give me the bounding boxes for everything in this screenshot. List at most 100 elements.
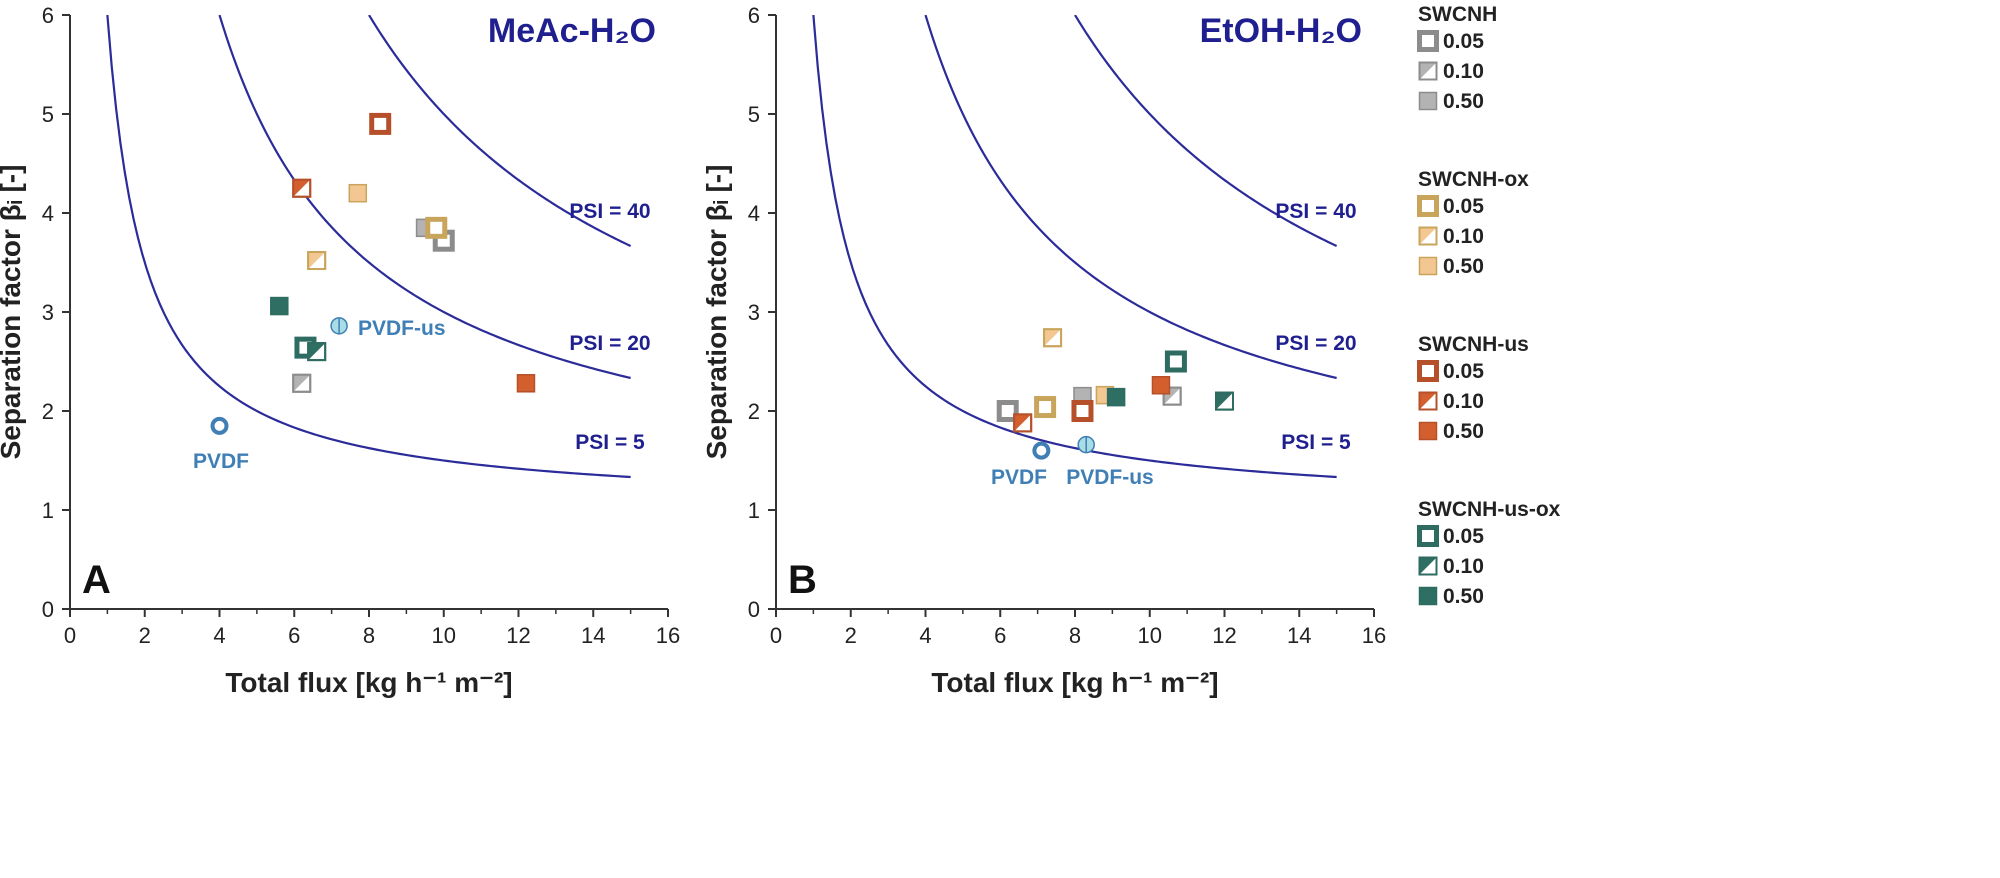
x-axis-label: Total flux [kg h⁻¹ m⁻²]: [931, 667, 1218, 698]
legend-item-label: 0.05: [1443, 360, 1484, 383]
data-point-edge: [292, 178, 312, 198]
series-SWCNH-us: [292, 112, 536, 393]
panel-label: A: [82, 558, 111, 602]
x-tick-label: 4: [919, 623, 931, 648]
data-point-frame: [996, 400, 1019, 422]
legend-swatch: [1417, 195, 1439, 217]
x-tick-label: 16: [656, 623, 680, 648]
y-tick-label: 0: [42, 597, 54, 622]
data-point: [307, 342, 327, 362]
legend-swatch-half: [1419, 62, 1437, 80]
legend-swatch-edge: [1418, 556, 1438, 576]
psi-curve-5: [106, 15, 631, 479]
legend-item-label: 0.50: [1443, 255, 1484, 278]
x-tick-label: 16: [1362, 623, 1386, 648]
x-tick-label: 14: [1287, 623, 1311, 648]
legend-item-label: 0.05: [1443, 30, 1484, 53]
psi-label-20: PSI = 20: [569, 332, 650, 355]
series-SWCNH-ox: [1034, 328, 1115, 419]
data-point-fill: [1151, 376, 1171, 395]
data-point-fill: [516, 374, 536, 393]
legend-item-label: 0.10: [1443, 225, 1484, 248]
psi-label-40: PSI = 40: [1275, 200, 1356, 223]
x-tick-label: 10: [1138, 623, 1162, 648]
psi-curves: [812, 15, 1338, 479]
legend-swatch-frame: [1417, 525, 1439, 547]
chart-title: MeAc-H₂O: [488, 12, 656, 50]
data-point-half: [1014, 414, 1032, 432]
y-tick-label: 5: [42, 102, 54, 127]
pvdf-us-marker: [330, 317, 348, 335]
data-point: [292, 373, 312, 393]
legend-swatch: [1418, 391, 1438, 411]
data-point-frame: [425, 216, 448, 239]
data-point-half: [308, 252, 326, 270]
legend-swatch-fill: [1418, 256, 1438, 276]
legend-swatch: [1418, 226, 1438, 246]
legend-item-label: 0.10: [1443, 555, 1484, 578]
data-point-edge: [1215, 391, 1234, 411]
pvdf-label: PVDF: [991, 466, 1047, 489]
data-point-frame: [1164, 350, 1187, 373]
data-point: [292, 178, 312, 198]
data-point-half: [293, 179, 311, 197]
x-tick-label: 0: [64, 623, 76, 648]
y-tick-label: 5: [748, 102, 760, 127]
legend-swatch-frame: [1417, 30, 1439, 52]
data-point: [270, 296, 289, 316]
x-tick-label: 12: [1212, 623, 1236, 648]
y-tick-label: 4: [748, 201, 760, 226]
y-tick-label: 0: [748, 597, 760, 622]
y-tick-label: 3: [748, 300, 760, 325]
legend-swatch: [1417, 525, 1439, 547]
legend-item-label: 0.50: [1443, 585, 1484, 608]
data-point-edge: [1162, 386, 1182, 406]
x-tick-label: 8: [1069, 623, 1081, 648]
series-SWCNH-ox: [307, 183, 448, 271]
legend-group-title: SWCNH-us: [1418, 333, 1529, 356]
legend-swatch: [1418, 61, 1438, 81]
y-tick-label: 6: [42, 3, 54, 28]
legend-item-label: 0.05: [1443, 525, 1484, 548]
panel-label: B: [788, 558, 817, 602]
x-tick-label: 14: [581, 623, 605, 648]
pvdf-us-label: PVDF-us: [1066, 466, 1154, 489]
legend-item-label: 0.50: [1443, 420, 1484, 443]
pvdf-marker: [210, 416, 229, 435]
data-point-edge: [1013, 413, 1033, 433]
chart-title: EtOH-H₂O: [1200, 12, 1362, 50]
psi-curve-40: [1074, 15, 1338, 247]
pvdf-us-marker: [1077, 435, 1095, 454]
legend-item-label: 0.10: [1443, 60, 1484, 83]
legend-item-label: 0.10: [1443, 390, 1484, 413]
x-axis-label: Total flux [kg h⁻¹ m⁻²]: [225, 667, 512, 698]
psi-label-20: PSI = 20: [1275, 332, 1356, 355]
psi-label-5: PSI = 5: [575, 431, 645, 454]
legend-item-label: 0.05: [1443, 195, 1484, 218]
y-tick-label: 6: [748, 3, 760, 28]
legend-swatch-fill: [1418, 586, 1438, 606]
data-point-fill: [1106, 387, 1126, 407]
psi-curve-20: [218, 15, 631, 380]
data-point: [369, 112, 392, 135]
data-point-half: [1216, 392, 1233, 410]
x-tick-label: 4: [213, 623, 225, 648]
legend-swatch-fill: [1418, 421, 1438, 441]
legend-swatch: [1418, 421, 1438, 441]
psi-curve-40: [368, 15, 632, 247]
legend-swatch: [1417, 30, 1439, 52]
legend-swatch: [1418, 556, 1438, 576]
series-SWCNH-us-ox: [1106, 350, 1234, 411]
y-tick-label: 3: [42, 300, 54, 325]
psi-label-40: PSI = 40: [569, 200, 650, 223]
data-point-frame: [1034, 396, 1057, 419]
data-point: [1215, 391, 1234, 411]
data-point: [1043, 328, 1063, 348]
psi-curves: [106, 15, 632, 479]
data-point-half: [293, 374, 311, 392]
data-point-fill: [348, 183, 368, 203]
legend-swatch-edge: [1418, 61, 1438, 81]
legend-swatch-half: [1419, 392, 1437, 410]
